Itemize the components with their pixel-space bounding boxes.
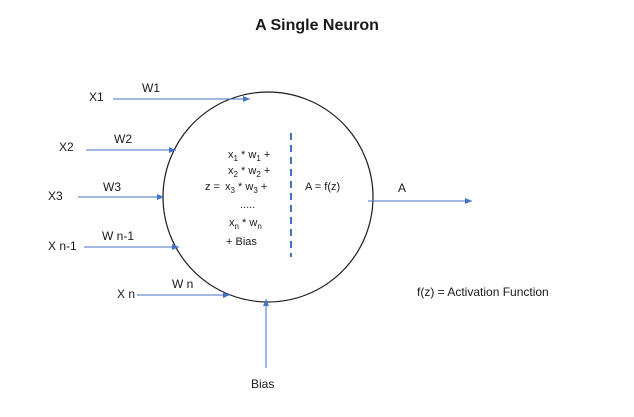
neuron-body [162,91,374,303]
bias-label: Bias [251,377,275,391]
input-label-n: X n [117,287,136,301]
input-label-2: X2 [59,140,74,154]
weight-label-n-1: W n-1 [102,229,135,243]
equation-lhs: z = [205,181,220,193]
equation-term-1: x1 * w1 + [228,149,271,164]
equation-term-3: x3 * w3 + [225,181,268,196]
weight-label-1: W1 [142,81,160,95]
input-label-3: X3 [48,189,63,203]
input-label-1: X1 [89,90,104,104]
weight-label-n: W n [172,277,194,291]
equation-ellipsis: ..... [240,199,256,211]
weight-label-3: W3 [103,180,121,194]
equation-term-2: x2 * w2 + [228,165,271,180]
equation-term-n: xn * wn [229,217,262,232]
activation-legend: f(z) = Activation Function [417,285,549,299]
output-label: A [398,181,407,195]
activation-expression: A = f(z) [305,181,341,193]
input-label-n-1: X n-1 [48,239,77,253]
equation-bias-term: + Bias [226,236,257,248]
diagram-title: A Single Neuron [255,17,379,34]
weight-label-2: W2 [114,132,132,146]
